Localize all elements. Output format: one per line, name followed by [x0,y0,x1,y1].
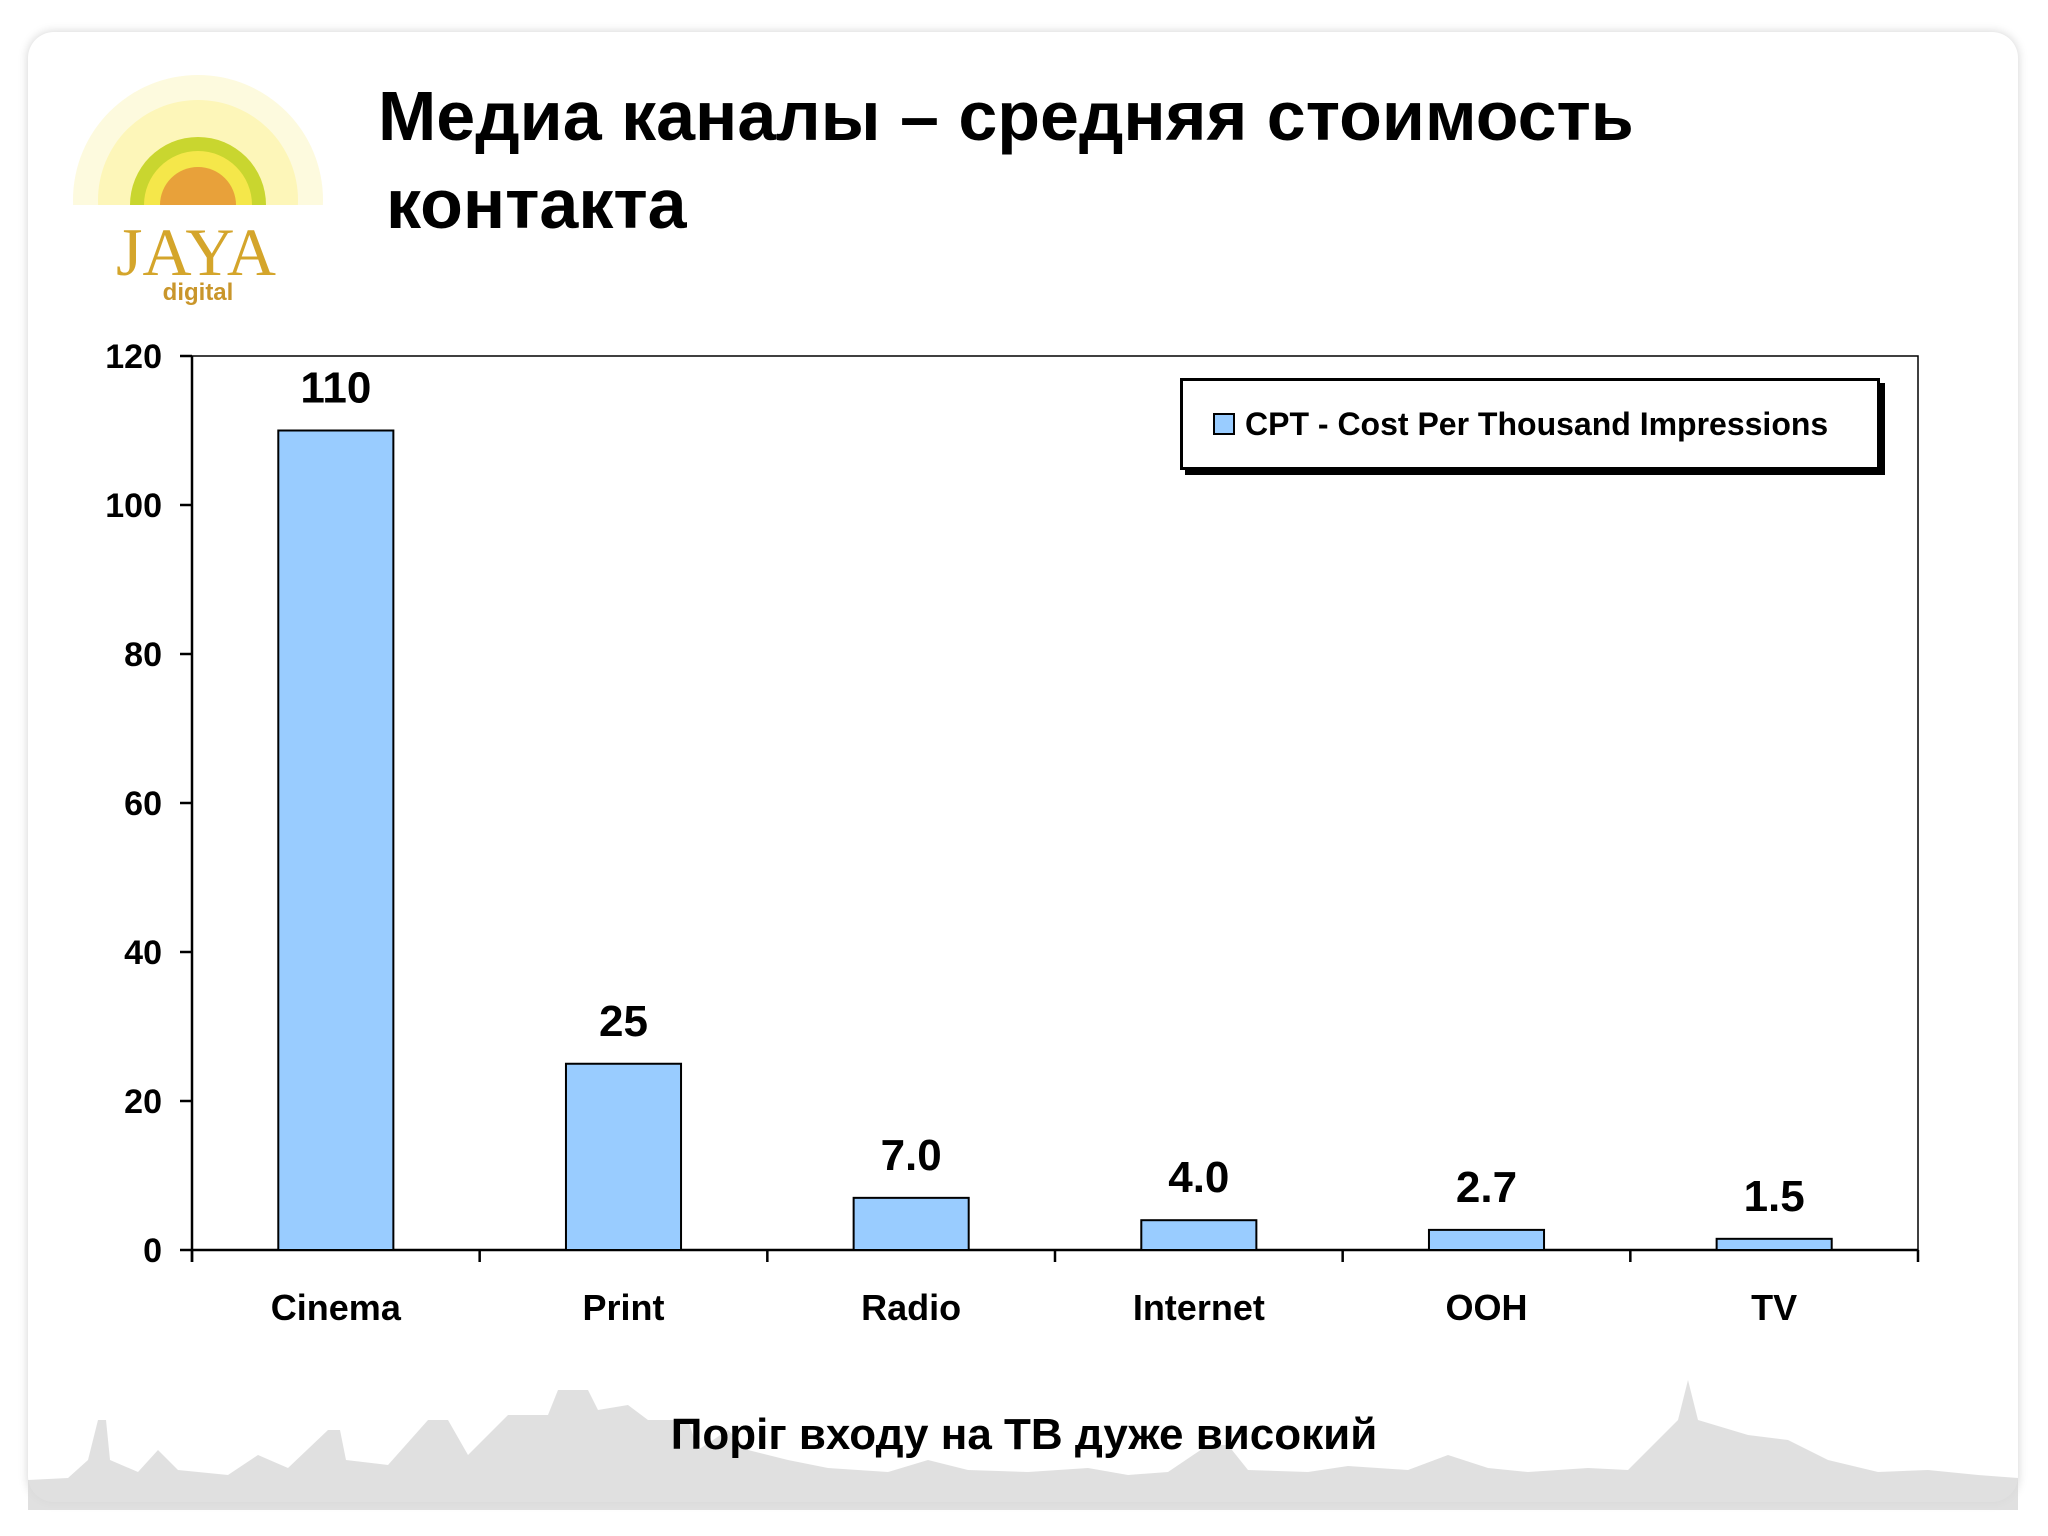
data-label: 7.0 [881,1131,942,1180]
y-tick-label: 60 [124,785,162,823]
y-tick-label: 20 [124,1083,162,1121]
bar-print [564,1062,683,1251]
data-label: 1.5 [1744,1172,1805,1221]
bar-ooh [1427,1228,1546,1252]
jaya-digital-logo: JAYA digital [68,75,338,310]
x-tick-label: Radio [861,1287,961,1328]
bar-cinema [277,429,395,1251]
legend-label: CPT - Cost Per Thousand Impressions [1245,405,1829,442]
y-tick-label: 0 [143,1232,162,1270]
bars [277,429,1833,1252]
y-axis: 0 20 40 60 80 100 120 [105,338,194,1270]
logo-subtext: digital [163,279,234,306]
title-line-2: контакта [386,165,687,243]
y-tick-label: 100 [105,487,162,525]
legend-swatch [1213,413,1235,435]
data-label: 110 [300,364,371,413]
data-label: 2.7 [1456,1163,1517,1212]
x-tick-label: TV [1751,1287,1797,1328]
footer-caption: Поріг входу на ТВ дуже високий [670,1410,1378,1459]
bar-tv [1715,1237,1833,1251]
y-tick-label: 80 [124,636,162,674]
chart-legend: CPT - Cost Per Thousand Impressions [1180,378,1880,470]
x-tick-label: Cinema [271,1287,402,1328]
data-label: 4.0 [1168,1153,1229,1202]
x-tick-label: Internet [1133,1287,1265,1328]
city-skyline-decoration [28,1380,2018,1510]
data-labels: 110 25 7.0 4.0 2.7 1.5 [300,364,1804,1221]
plot-border [191,355,1919,1251]
bar-internet [1140,1219,1258,1251]
logo-wordmark: JAYA [116,214,276,290]
page-title: Медиа каналы – средняя стоимость контакт… [378,72,1878,248]
bar-radio [852,1196,970,1251]
title-line-1: Медиа каналы – средняя стоимость [378,77,1634,155]
y-tick-label: 120 [105,338,162,376]
x-tick-label: Print [582,1287,664,1328]
y-tick-label: 40 [124,934,162,972]
x-tick-label: OOH [1445,1287,1527,1328]
x-axis: Cinema Print Radio Internet OOH TV [190,1248,1920,1328]
data-label: 25 [599,997,648,1046]
plot-area [191,355,1919,1251]
